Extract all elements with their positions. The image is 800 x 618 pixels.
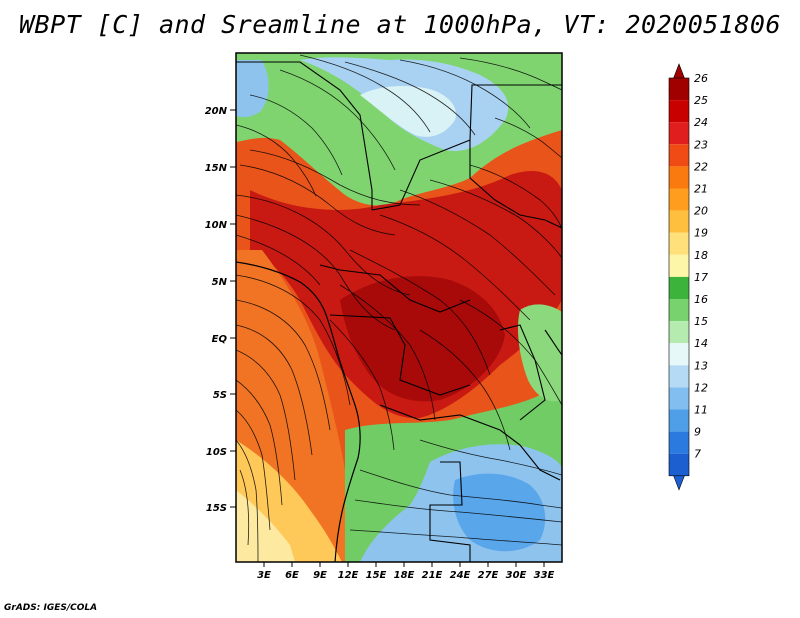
lat-label: 15S [206,503,227,514]
colorbar-label: 26 [694,72,708,85]
grads-credit: GrADS: IGES/COLA [4,603,98,613]
east-coastline [544,329,562,356]
colorbar-swatch [669,232,689,255]
colorbar-swatch [669,144,689,167]
lat-tick: 5S [213,390,236,401]
colorbar-label: 15 [694,315,708,328]
colorbar-label: 18 [694,249,708,262]
colorbar-swatch [669,188,689,211]
map-frame [235,52,563,563]
colorbar-label: 14 [694,337,708,350]
lon-label: 15E [366,570,387,581]
lon-tick: 12E [338,562,359,581]
lon-tick: 24E [450,562,471,581]
colorbar-label: 16 [694,293,708,306]
field-north-lightblue [360,86,456,137]
lat-label: 5S [213,390,227,401]
colorbar-swatch [669,431,689,454]
colorbar-label: 7 [694,448,701,461]
lon-label: 12E [338,570,359,581]
colorbar-swatch [669,254,689,277]
lon-label: 3E [257,570,271,581]
colorbar-label: 24 [694,116,708,129]
lon-label: 9E [313,570,327,581]
colorbar-swatch [669,365,689,388]
field-coast-paleyellow [236,490,295,562]
colorbar-swatch [669,453,689,476]
map-panel: 20N 15N 10N 5N EQ 5S [205,52,563,581]
colorbar-label: 25 [694,94,708,107]
lat-axis: 20N 15N 10N 5N EQ 5S [205,106,236,514]
lon-tick: 18E [394,562,415,581]
lon-label: 27E [478,570,499,581]
lat-tick: EQ [212,334,236,345]
lon-label: 18E [394,570,415,581]
colorbar-label: 21 [694,183,708,196]
colorbar-swatch [669,78,689,101]
colorbar-swatch [669,100,689,123]
lon-tick: 9E [313,562,327,581]
field-east-green [517,304,562,402]
map-title: WBPT [C] and Sreamline at 1000hPa, VT: 2… [18,10,781,39]
colorbar-label: 12 [694,381,708,394]
lat-label: 15N [205,163,228,174]
colorbar-label: 19 [694,227,708,240]
lat-tick: 15S [206,503,236,514]
lon-label: 21E [422,570,443,581]
lon-label: 6E [285,570,299,581]
lat-tick: 20N [205,106,236,117]
lon-tick: 27E [478,562,499,581]
colorbar-label: 11 [694,404,708,417]
lon-label: 24E [450,570,471,581]
colorbar-swatch [669,122,689,145]
lon-tick: 3E [257,562,271,581]
lat-label: 10S [206,447,227,458]
colorbar-label: 17 [694,271,708,284]
coastline [236,261,361,562]
colorbar-label: 20 [694,205,708,218]
lat-tick: 10S [206,447,236,458]
colorbar-swatch [669,343,689,366]
field-north-blue-west [236,60,269,118]
lon-label: 33E [534,570,555,581]
lat-tick: 15N [205,163,236,174]
lon-label: 30E [506,570,527,581]
lat-tick: 10N [205,220,236,231]
colorbar-swatch [669,321,689,344]
colorbar-swatch [669,409,689,432]
lat-label: 5N [212,277,228,288]
colorbar: 26 25 24 23 22 21 20 19 18 17 16 15 14 13 12 11 9 7 [668,63,708,491]
colorbar-label: 9 [694,426,701,439]
field-hottest [340,276,505,402]
lon-tick: 6E [285,562,299,581]
colorbar-swatch [669,276,689,299]
lon-tick: 33E [534,562,555,581]
colorbar-swatch [669,387,689,410]
lon-tick: 21E [422,562,443,581]
lat-label: EQ [212,334,228,345]
colorbar-outline [668,77,690,477]
map-figure: 20N 15N 10N 5N EQ 5S [205,52,708,581]
colorbar-label: 23 [694,138,708,151]
colorbar-swatch [669,299,689,322]
colorbar-swatch [669,166,689,189]
colorbar-label: 13 [694,359,708,372]
lon-tick: 15E [366,562,387,581]
colorbar-label: 22 [694,160,708,173]
colorbar-swatch [669,210,689,233]
lat-label: 20N [205,106,228,117]
lon-axis: 3E 6E 9E 12E 15E 18E [257,562,555,581]
lat-tick: 5N [212,277,236,288]
lon-tick: 30E [506,562,527,581]
field-south-deepblue [453,473,546,552]
lat-label: 10N [205,220,228,231]
country-borders [236,61,562,562]
